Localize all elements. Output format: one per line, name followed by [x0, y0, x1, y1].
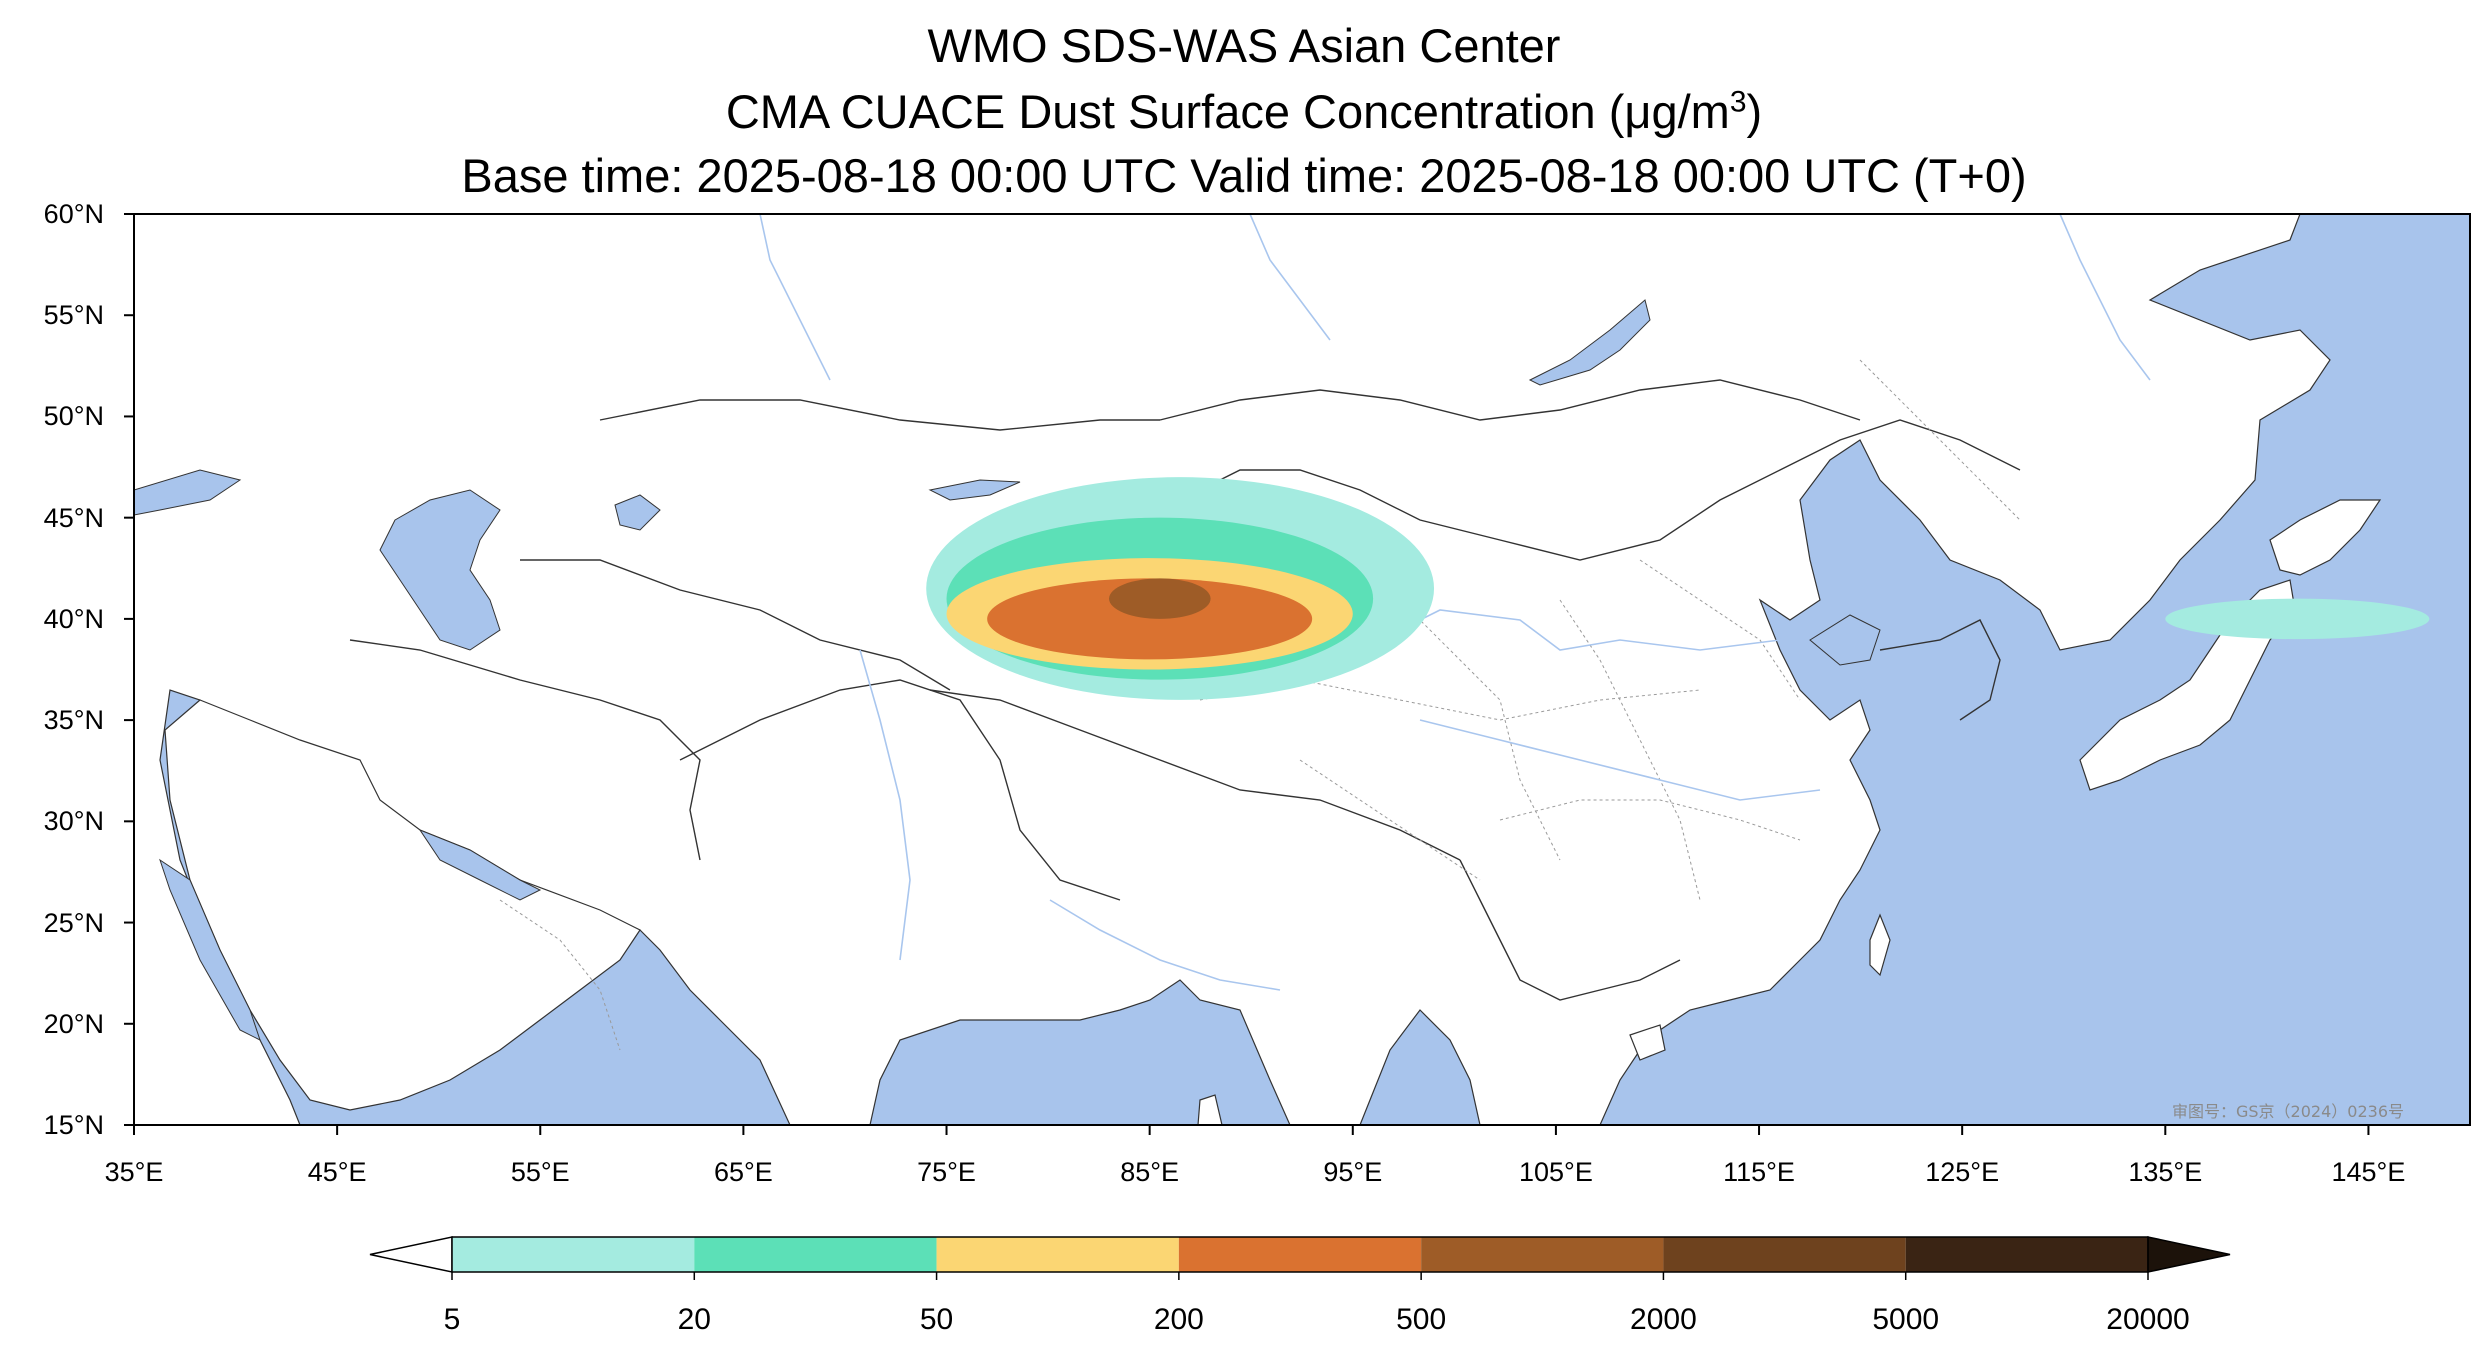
lon-tick-label: 35°E: [104, 1157, 164, 1187]
subtitle-superscript: 3: [1729, 85, 1747, 119]
landmass-hainan: [1629, 1024, 1666, 1061]
lat-tick-label: 55°N: [43, 300, 104, 331]
colorbar-segment: [1663, 1237, 1906, 1272]
province-line-8: [499, 899, 621, 1051]
province-line-2: [1399, 599, 1561, 861]
landmass-taiwan: [1869, 913, 1891, 977]
lon-tick-label: 95°E: [1323, 1157, 1383, 1187]
bohai-sea: [1809, 614, 1881, 666]
lon-tick-label: 125°E: [1925, 1157, 2000, 1187]
time-line: Base time: 2025-08-18 00:00 UTC Valid ti…: [461, 149, 2027, 202]
lake-baikal: [1528, 299, 1651, 386]
colorbar-tick-label: 5: [443, 1303, 461, 1336]
colorbar-segment: [1178, 1237, 1422, 1272]
lon-tick-label: 135°E: [2128, 1157, 2203, 1187]
axis-ticks: [124, 213, 2370, 1135]
lon-tick-label: 105°E: [1518, 1157, 1593, 1187]
rivers: [759, 214, 2151, 991]
colorbar-under-arrow: [369, 1236, 453, 1273]
lat-tick-label: 30°N: [43, 806, 104, 837]
lake-balkhash: [928, 479, 1021, 501]
figure-subtitle: CMA CUACE Dust Surface Concentration (μg…: [0, 84, 2488, 140]
river-indus: [859, 649, 911, 961]
border-central-asia: [520, 559, 951, 691]
border-russia-mongolia: [1159, 379, 1861, 421]
map-frame: [133, 213, 2471, 1126]
aral-sea: [614, 494, 661, 531]
map-frame-group: [133, 213, 2471, 1126]
colorbar-segment: [694, 1237, 937, 1272]
colorbar: [369, 1236, 2231, 1280]
border-russia-kazakhstan: [599, 399, 1160, 431]
red-sea: [159, 858, 261, 1041]
caspian-sea: [379, 489, 501, 651]
persian-gulf: [418, 828, 542, 901]
colorbar-segment: [936, 1237, 1179, 1272]
lat-tick-label: 60°N: [43, 199, 104, 229]
province-line-3: [1559, 599, 1701, 901]
colorbar-tick-label: 20: [677, 1303, 711, 1336]
province-line-4: [1639, 559, 1801, 701]
colorbar-tick-label: 20000: [2106, 1303, 2190, 1336]
border-southeast-asia: [1459, 859, 1681, 1001]
lat-tick-label: 35°N: [43, 705, 104, 736]
border-iran: [349, 639, 701, 861]
colorbar-segment: [1905, 1237, 2148, 1272]
dust-region-4: [987, 578, 1313, 660]
lon-tick-label: 55°E: [510, 1157, 570, 1187]
river-ganges: [1049, 899, 1281, 991]
border-himalaya: [929, 689, 1461, 861]
border-korea: [1879, 619, 2001, 721]
colorbar-tick-label: 50: [919, 1303, 954, 1336]
colorbar-tick-label: 2000: [1630, 1303, 1697, 1336]
black-sea: [134, 469, 242, 516]
province-borders: [499, 359, 2021, 1051]
lon-tick-label: 65°E: [713, 1157, 773, 1187]
lon-tick-label: 145°E: [2331, 1157, 2406, 1187]
province-line-5: [1499, 799, 1801, 841]
river-yangtze: [1419, 719, 1821, 801]
lat-tick-label: 45°N: [43, 502, 104, 533]
landmass-srilanka: [1197, 1094, 1223, 1125]
lat-tick-label: 50°N: [43, 401, 104, 432]
colorbar-segment: [452, 1237, 695, 1272]
lon-tick-label: 115°E: [1723, 1157, 1795, 1187]
province-line-7: [1859, 359, 2021, 521]
river-yenisei: [1249, 214, 1331, 341]
lon-tick-label: 75°E: [917, 1157, 976, 1187]
lat-tick-label: 15°N: [43, 1110, 104, 1140]
colorbar-segment: [1421, 1237, 1664, 1272]
subtitle-close: ): [1746, 85, 1763, 138]
lat-tick-label: 40°N: [43, 603, 104, 634]
colorbar-tick-label: 5000: [1872, 1303, 1940, 1336]
lat-tick-label: 20°N: [43, 1008, 104, 1039]
province-line-6: [1299, 759, 1481, 881]
lat-tick-label: 25°N: [43, 907, 104, 938]
lon-tick-label: 85°E: [1120, 1157, 1180, 1187]
river-yellow: [1379, 609, 1781, 651]
colorbar-frame: [451, 1236, 2149, 1273]
dust-region-1: [2165, 598, 2430, 640]
border-afghanistan-pakistan: [679, 679, 1121, 901]
lon-tick-label: 45°E: [307, 1157, 367, 1187]
colorbar-tick-label: 200: [1153, 1303, 1204, 1336]
map-approval-number: 审图号：GS京（2024）0236号: [2172, 1102, 2404, 1121]
landmass-hokkaido: [2269, 499, 2382, 576]
country-borders: [349, 379, 2021, 1001]
figure-title: WMO SDS-WAS Asian Center: [927, 19, 1561, 72]
river-ob: [759, 214, 831, 381]
colorbar-tick-label: 500: [1396, 1303, 1447, 1336]
subtitle-text: CMA CUACE Dust Surface Concentration (μg…: [725, 85, 1730, 138]
colorbar-over-arrow: [2147, 1236, 2231, 1273]
dust-region-5: [1109, 578, 1211, 619]
river-amur: [2059, 214, 2151, 381]
dust-field: [926, 477, 2430, 700]
water-bodies: [134, 299, 1881, 1041]
